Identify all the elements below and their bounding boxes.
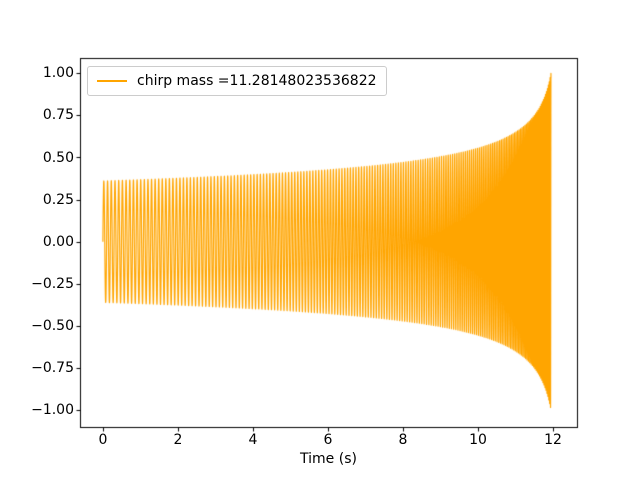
x-tick-label: 2 <box>173 432 183 448</box>
y-tick-label: −0.25 <box>31 276 74 292</box>
legend-label: chirp mass =11.28148023536822 <box>137 73 377 89</box>
x-tick-label: 10 <box>469 432 487 448</box>
x-tick-label: 4 <box>248 432 258 448</box>
x-tick-label: 0 <box>98 432 108 448</box>
y-tick-label: −0.50 <box>31 318 74 334</box>
x-tick-label: 6 <box>323 432 333 448</box>
legend-line-sample-icon <box>97 80 127 82</box>
y-tick-label: 0.50 <box>42 150 74 166</box>
y-tick-label: −1.00 <box>31 402 74 418</box>
legend: chirp mass =11.28148023536822 <box>87 66 387 96</box>
y-tick-label: 0.75 <box>42 107 74 123</box>
x-axis-title: Time (s) <box>300 451 357 467</box>
x-tick-label: 12 <box>544 432 562 448</box>
y-tick-label: 0.00 <box>42 234 74 250</box>
y-tick-label: 0.25 <box>42 192 74 208</box>
x-tick-label: 8 <box>398 432 408 448</box>
y-tick-label: −0.75 <box>31 360 74 376</box>
y-tick-label: 1.00 <box>42 65 74 81</box>
